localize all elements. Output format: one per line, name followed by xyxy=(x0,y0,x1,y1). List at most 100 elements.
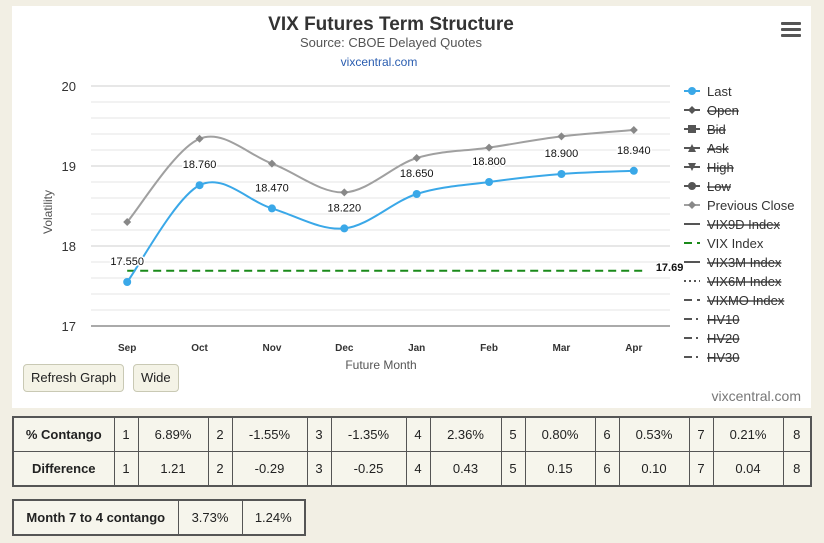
month-index-cell: 8 xyxy=(782,451,812,487)
legend-marker xyxy=(688,163,696,171)
legend-label: VIX3M Index xyxy=(707,255,782,270)
x-tick-label: Jan xyxy=(408,343,425,354)
legend-marker xyxy=(688,182,696,190)
summary-value: 1.24% xyxy=(241,499,306,536)
legend-label: VIXMO Index xyxy=(707,293,785,308)
legend-item[interactable]: High xyxy=(684,160,734,175)
month-index-cell: 8 xyxy=(782,416,812,452)
x-tick-label: Sep xyxy=(118,343,136,354)
legend-label: HV30 xyxy=(707,350,740,365)
last-point xyxy=(195,181,204,190)
data-label: 18.760 xyxy=(183,159,217,171)
month-index-cell: 4 xyxy=(405,416,431,452)
previous-close-point xyxy=(195,134,204,143)
legend-item[interactable]: HV10 xyxy=(684,312,740,327)
chart-panel: VIX Futures Term Structure Source: CBOE … xyxy=(12,6,811,408)
legend-label: Last xyxy=(707,84,732,99)
last-point xyxy=(267,204,276,213)
legend-item[interactable]: VIX Index xyxy=(684,236,764,251)
legend-label: VIX Index xyxy=(707,236,764,251)
y-tick-label: 18 xyxy=(62,239,76,254)
last-point xyxy=(557,170,566,178)
x-axis-label: Future Month xyxy=(345,358,416,372)
legend-marker xyxy=(688,106,696,114)
value-cell: 0.21% xyxy=(712,416,784,452)
month-index-cell: 7 xyxy=(688,416,714,452)
y-tick-label: 17 xyxy=(62,319,76,334)
previous-close-point xyxy=(340,188,349,197)
legend-item[interactable]: Bid xyxy=(684,122,726,137)
legend-item[interactable]: Last xyxy=(684,84,732,99)
legend-item[interactable]: VIXMO Index xyxy=(684,293,785,308)
last-point xyxy=(412,190,421,198)
previous-close-point xyxy=(629,126,638,134)
month-index-cell: 3 xyxy=(306,451,332,487)
legend-item[interactable]: VIX9D Index xyxy=(684,217,780,232)
data-label: 18.900 xyxy=(545,148,579,160)
month-index-cell: 1 xyxy=(113,451,139,487)
summary-row: Month 7 to 4 contango 3.73% 1.24% xyxy=(12,499,306,536)
legend-item[interactable]: Low xyxy=(684,179,731,194)
legend-item[interactable]: VIX6M Index xyxy=(684,274,782,289)
wide-button[interactable]: Wide xyxy=(133,364,179,392)
month-index-cell: 7 xyxy=(688,451,714,487)
month-index-cell: 4 xyxy=(405,451,431,487)
x-tick-label: Dec xyxy=(335,343,354,354)
data-label: 17.550 xyxy=(110,256,144,268)
table-row: % Contango 1 6.89% 2 -1.55% 3 -1.35% 4 2.36% 5 0.8… xyxy=(12,416,812,452)
previous-close-line xyxy=(126,129,634,223)
chart-title: VIX Futures Term Structure xyxy=(268,14,514,35)
month-index-cell: 2 xyxy=(207,451,233,487)
x-tick-label: Mar xyxy=(553,343,571,354)
previous-close-point xyxy=(485,143,494,152)
x-tick-label: Oct xyxy=(191,343,208,354)
value-cell: 2.36% xyxy=(429,416,502,452)
legend-item[interactable]: HV30 xyxy=(684,350,740,365)
credit-link[interactable]: vixcentral.com xyxy=(341,55,418,69)
value-cell: 0.80% xyxy=(524,416,596,452)
summary-table: Month 7 to 4 contango 3.73% 1.24% xyxy=(12,499,306,536)
legend-label: Previous Close xyxy=(707,198,794,213)
summary-value: 3.73% xyxy=(177,499,243,536)
value-cell: -1.55% xyxy=(231,416,308,452)
series: 17.69 17.550 18.760 18.470 18.220 18.650 18.80… xyxy=(109,126,685,286)
value-cell: 0.10 xyxy=(618,451,690,487)
hamburger-menu-icon[interactable] xyxy=(781,22,801,38)
month-index-cell: 5 xyxy=(500,451,526,487)
refresh-graph-button[interactable]: Refresh Graph xyxy=(23,364,125,392)
y-axis-label: Volatility xyxy=(41,190,55,234)
value-cell: -0.29 xyxy=(231,451,308,487)
axes: 17 18 19 20 Sep Oct Nov Dec Jan Feb Mar Apr xyxy=(62,79,643,354)
data-label: 18.470 xyxy=(255,182,289,194)
legend-item[interactable]: Open xyxy=(684,103,739,118)
value-cell: 0.04 xyxy=(712,451,784,487)
x-tick-label: Feb xyxy=(480,343,498,354)
previous-close-point xyxy=(123,218,132,226)
value-cell: 0.53% xyxy=(618,416,690,452)
month-index-cell: 1 xyxy=(113,416,139,452)
legend: Last Open Bid Ask High Low Previous Close VIX9D… xyxy=(684,84,794,365)
value-cell: 6.89% xyxy=(137,416,209,452)
table-row: Difference 1 1.21 2 -0.29 3 -0.25 4 0.43 5 0.15 6 0.… xyxy=(12,451,812,487)
legend-label: Open xyxy=(707,103,739,118)
last-point xyxy=(340,224,349,233)
previous-close-point xyxy=(412,154,421,162)
y-tick-label: 19 xyxy=(62,159,76,174)
legend-marker xyxy=(688,87,696,95)
legend-label: HV10 xyxy=(707,312,740,327)
value-cell: 1.21 xyxy=(137,451,209,487)
chart-subtitle: Source: CBOE Delayed Quotes xyxy=(300,35,483,50)
month-index-cell: 2 xyxy=(207,416,233,452)
legend-item[interactable]: VIX3M Index xyxy=(684,255,782,270)
legend-item[interactable]: HV20 xyxy=(684,331,740,346)
legend-item[interactable]: Previous Close xyxy=(684,198,794,213)
data-label: 18.650 xyxy=(400,168,434,180)
legend-marker xyxy=(688,201,696,209)
data-label: 18.800 xyxy=(472,156,506,168)
row-label: % Contango xyxy=(12,416,115,452)
legend-marker xyxy=(688,144,696,152)
legend-marker xyxy=(688,125,696,133)
value-cell: -1.35% xyxy=(330,416,407,452)
legend-item[interactable]: Ask xyxy=(684,141,729,156)
chart-svg: VIX Futures Term Structure Source: CBOE … xyxy=(41,14,794,372)
